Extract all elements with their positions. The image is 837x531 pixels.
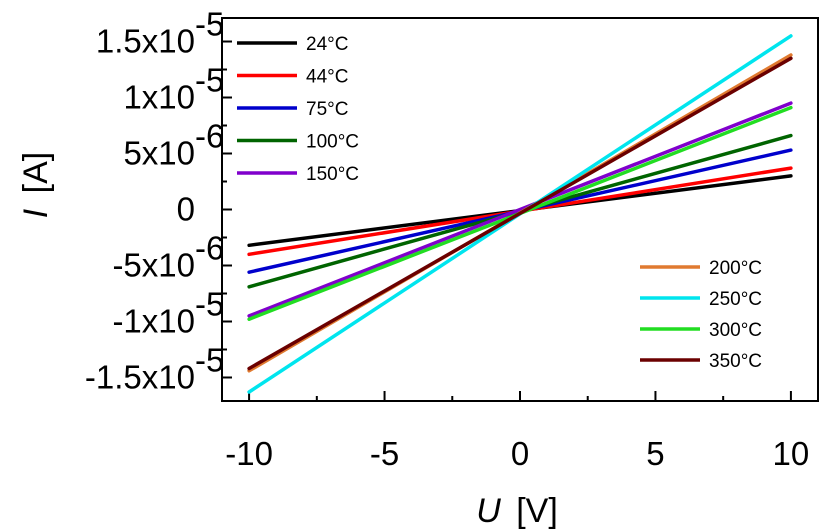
y-tick-label: 1.5x10 bbox=[96, 23, 195, 60]
series-line-350c bbox=[247, 56, 793, 371]
series-layer bbox=[247, 34, 793, 394]
y-axis-title: I [A] bbox=[17, 152, 55, 218]
y-tick-label: 0 bbox=[177, 191, 195, 228]
y-tick-label: -1.5x10 bbox=[85, 358, 195, 395]
x-tick-label: 5 bbox=[646, 435, 664, 472]
legend-label-350c: 350°C bbox=[709, 351, 762, 372]
y-tick-exponent: -5 bbox=[195, 62, 224, 99]
x-tick-label: 10 bbox=[773, 435, 810, 472]
y-tick-exponent: -5 bbox=[195, 6, 224, 43]
legend-label-200c: 200°C bbox=[709, 258, 762, 279]
x-tick-label: -10 bbox=[225, 435, 273, 472]
y-tick-label: 5x10 bbox=[123, 135, 195, 172]
y-tick-exponent: -5 bbox=[195, 341, 224, 378]
x-axis-symbol: U bbox=[476, 492, 501, 530]
legend-label-75c: 75°C bbox=[306, 99, 348, 120]
x-tick-label: 0 bbox=[511, 435, 529, 472]
x-tick-label: -5 bbox=[370, 435, 399, 472]
x-tick-labels: -10 -5 0 5 10 bbox=[225, 435, 809, 472]
legend-label-100c: 100°C bbox=[306, 132, 359, 153]
y-tick-exponent: -5 bbox=[195, 285, 224, 322]
y-tick-label: -5x10 bbox=[112, 246, 195, 283]
x-axis-title: U [V] bbox=[476, 492, 558, 530]
legend-label-300c: 300°C bbox=[709, 320, 762, 341]
series-line-150c bbox=[247, 101, 793, 318]
y-tick-label: 1x10 bbox=[123, 79, 195, 116]
y-tick-label: -1x10 bbox=[112, 302, 195, 339]
legend-label-150c: 150°C bbox=[306, 164, 359, 185]
tick-marks bbox=[222, 40, 792, 401]
legend-label-44c: 44°C bbox=[306, 67, 348, 88]
x-axis-unit: [V] bbox=[516, 492, 558, 530]
y-tick-exponent: -6 bbox=[195, 118, 224, 155]
legend-label-250c: 250°C bbox=[709, 289, 762, 310]
legend-label-24c: 24°C bbox=[306, 34, 348, 55]
legend: 24°C 44°C 75°C 100°C 150°C 200°C 250°C 300°C 350… bbox=[237, 34, 762, 372]
y-axis-unit: [A] bbox=[17, 152, 55, 194]
y-tick-exponent: -6 bbox=[195, 229, 224, 266]
y-axis-symbol: I bbox=[17, 208, 55, 218]
